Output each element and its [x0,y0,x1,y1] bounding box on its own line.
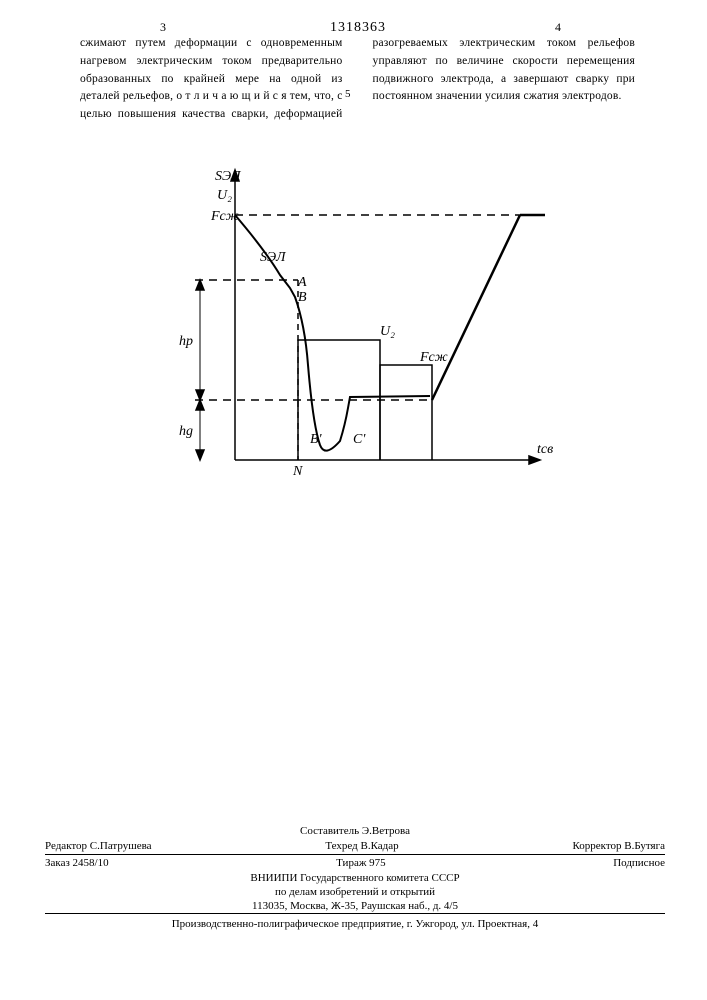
document-number: 1318363 [330,20,386,36]
point-cprime: C' [353,432,366,447]
point-a: A [297,275,307,290]
process-diagram: SЭЛ U₂ Fсж SЭЛ A B U₂ Fсж B' C' N tсв hp… [165,165,565,485]
u2-box-label: U₂ [380,324,395,339]
subscription: Подписное [613,857,665,869]
order-number: Заказ 2458/10 [45,857,109,869]
printer-line: Производственно-полиграфическое предприя… [45,913,665,930]
point-bprime: B' [310,432,323,447]
dim-hg: hg [179,424,193,439]
point-n: N [292,464,303,479]
f-box-label: Fсж [419,350,448,365]
footer: Составитель Э.Ветрова Редактор С.Патруше… [45,824,665,930]
compiler: Составитель Э.Ветрова [45,824,665,838]
org-address: 113035, Москва, Ж-35, Раушская наб., д. … [45,899,665,913]
x-label: tсв [537,442,553,457]
dim-hp: hp [179,334,193,349]
techred: Техред В.Кадар [325,840,398,852]
corrector: Корректор В.Бутяга [572,840,665,852]
y-label-u2: U₂ [217,188,232,203]
tirazh: Тираж 975 [336,857,386,869]
org-line1: ВНИИПИ Государственного комитета СССР [45,871,665,885]
page-number-right: 4 [555,20,561,35]
body-text: сжимают путем деформации с одновременным… [80,35,635,124]
y-label-s: SЭЛ [215,169,242,184]
y-label-f: Fсж [210,209,239,224]
editor: Редактор С.Патрушева [45,840,152,852]
org-line2: по делам изобретений и открытий [45,885,665,899]
page-number-left: 3 [160,20,166,35]
point-b: B [298,290,307,305]
curve-label: SЭЛ [260,250,287,265]
